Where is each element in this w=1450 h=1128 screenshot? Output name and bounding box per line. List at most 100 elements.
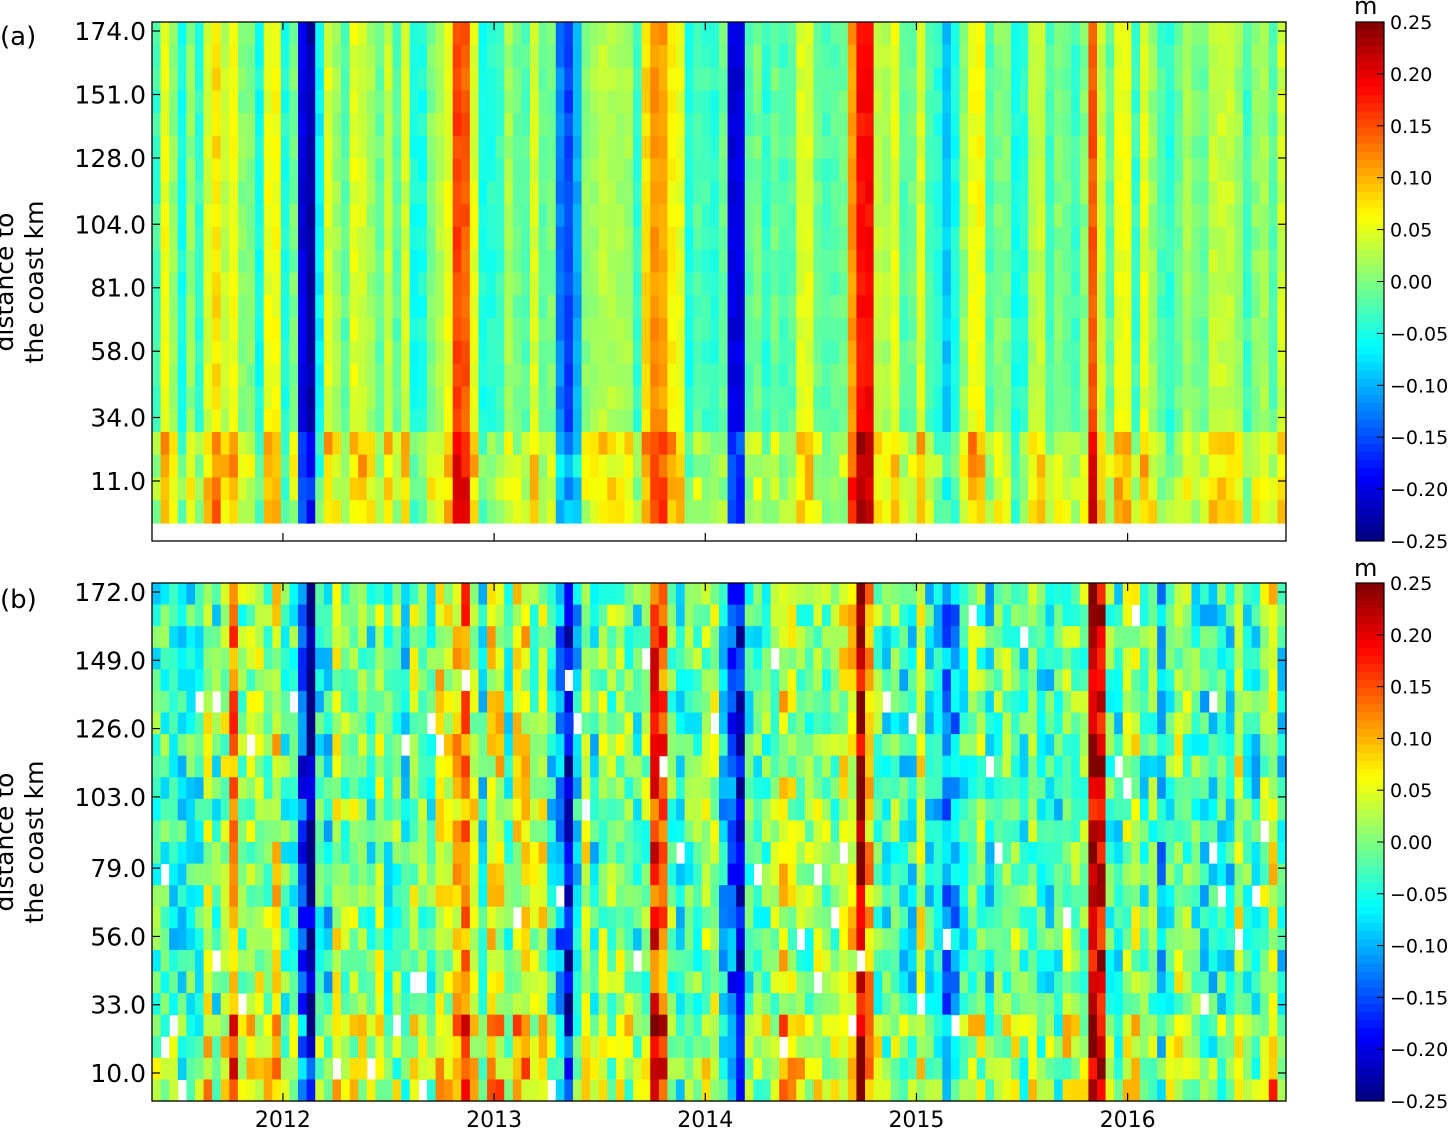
heatmap-cell xyxy=(383,669,394,692)
heatmap-cell xyxy=(169,90,179,114)
heatmap-cell xyxy=(203,135,213,160)
heatmap-cell xyxy=(272,906,282,929)
heatmap-cell xyxy=(787,318,797,342)
heatmap-cell xyxy=(169,777,179,800)
heatmap-cell xyxy=(572,690,583,714)
heatmap-cell xyxy=(512,67,523,91)
colorbar-segment xyxy=(1356,403,1384,412)
heatmap-cell xyxy=(504,669,514,692)
heatmap-cell xyxy=(547,798,557,822)
heatmap-cell xyxy=(942,340,952,365)
heatmap-cell xyxy=(401,755,411,778)
heatmap-cell xyxy=(1182,135,1193,160)
heatmap-cell xyxy=(194,158,205,183)
heatmap-cell xyxy=(263,67,273,91)
heatmap-cell xyxy=(633,669,643,692)
heatmap-cell xyxy=(976,135,986,160)
heatmap-cell xyxy=(581,135,591,160)
heatmap-cell xyxy=(950,135,961,160)
heatmap-cell xyxy=(452,583,462,606)
heatmap-cell xyxy=(315,777,325,800)
heatmap-cell xyxy=(770,949,780,973)
heatmap-cell xyxy=(641,272,651,296)
heatmap-cell xyxy=(177,626,187,649)
heatmap-cell xyxy=(813,272,823,296)
heatmap-cell xyxy=(736,863,746,886)
heatmap-cell xyxy=(590,158,600,183)
heatmap-cell xyxy=(950,158,961,183)
heatmap-cell xyxy=(306,993,316,1016)
heatmap-cell xyxy=(710,67,720,91)
heatmap-cell xyxy=(650,204,660,228)
heatmap-cell xyxy=(237,1036,248,1059)
heatmap-cell xyxy=(761,690,772,714)
colorbar-tick-label: −0.15 xyxy=(1390,427,1448,449)
heatmap-cell xyxy=(1157,272,1167,296)
heatmap-cell xyxy=(383,158,394,183)
heatmap-cell xyxy=(667,971,677,994)
heatmap-cell xyxy=(315,712,325,735)
heatmap-cell xyxy=(160,318,170,342)
heatmap-cell xyxy=(306,204,316,228)
heatmap-cell xyxy=(220,272,230,296)
heatmap-cell xyxy=(770,863,780,886)
heatmap-cell xyxy=(152,949,162,973)
heatmap-cell xyxy=(246,226,256,251)
heatmap-cell xyxy=(169,734,179,757)
heatmap-cell xyxy=(719,363,729,387)
heatmap-cell xyxy=(761,454,772,479)
heatmap-cell xyxy=(615,386,626,410)
heatmap-cell xyxy=(315,67,325,91)
heatmap-cell xyxy=(306,1014,316,1037)
heatmap-cell xyxy=(263,626,273,649)
heatmap-cell xyxy=(538,885,548,908)
heatmap-cell xyxy=(787,44,797,69)
heatmap-cell xyxy=(478,734,488,757)
heatmap-cell xyxy=(478,67,488,91)
heatmap-cell xyxy=(590,604,600,627)
colorbar-segment xyxy=(1356,265,1384,274)
heatmap-cell xyxy=(1157,135,1167,160)
heatmap-cell xyxy=(847,647,858,670)
heatmap-cell xyxy=(1088,318,1098,342)
heatmap-cell xyxy=(865,318,875,342)
heatmap-cell xyxy=(1165,500,1175,524)
heatmap-cell xyxy=(822,44,832,69)
heatmap-cell xyxy=(761,22,772,46)
heatmap-cell xyxy=(925,181,935,205)
heatmap-cell xyxy=(633,500,643,524)
heatmap-cell xyxy=(332,158,342,183)
heatmap-cell xyxy=(177,431,187,456)
heatmap-cell xyxy=(727,820,737,843)
heatmap-cell xyxy=(495,1057,505,1081)
heatmap-cell xyxy=(255,1057,265,1081)
colorbar-segment xyxy=(1356,86,1384,96)
heatmap-cell xyxy=(358,90,368,114)
heatmap-cell xyxy=(1122,90,1132,114)
heatmap-cell xyxy=(598,949,608,973)
heatmap-cell xyxy=(1200,500,1210,524)
heatmap-cell xyxy=(796,44,806,69)
heatmap-cell xyxy=(1200,90,1210,114)
heatmap-cell xyxy=(804,971,815,994)
heatmap-cell xyxy=(753,363,763,387)
heatmap-cell xyxy=(203,340,213,365)
heatmap-cell xyxy=(727,583,737,606)
heatmap-cell xyxy=(787,906,797,929)
heatmap-cell xyxy=(1062,363,1072,387)
heatmap-cell xyxy=(633,1057,643,1081)
heatmap-cell xyxy=(701,798,712,822)
heatmap-cell xyxy=(504,44,514,69)
heatmap-cell xyxy=(761,113,772,137)
heatmap-cell xyxy=(590,386,600,410)
heatmap-cell xyxy=(1191,500,1201,524)
heatmap-cell xyxy=(985,135,995,160)
heatmap-cell xyxy=(392,583,402,606)
heatmap-cell xyxy=(504,113,514,137)
heatmap-cell xyxy=(298,820,308,843)
heatmap-cell xyxy=(495,1036,505,1059)
heatmap-cell xyxy=(882,431,892,456)
heatmap-cell xyxy=(581,626,591,649)
heatmap-cell xyxy=(409,249,419,274)
heatmap-cell xyxy=(650,971,660,994)
